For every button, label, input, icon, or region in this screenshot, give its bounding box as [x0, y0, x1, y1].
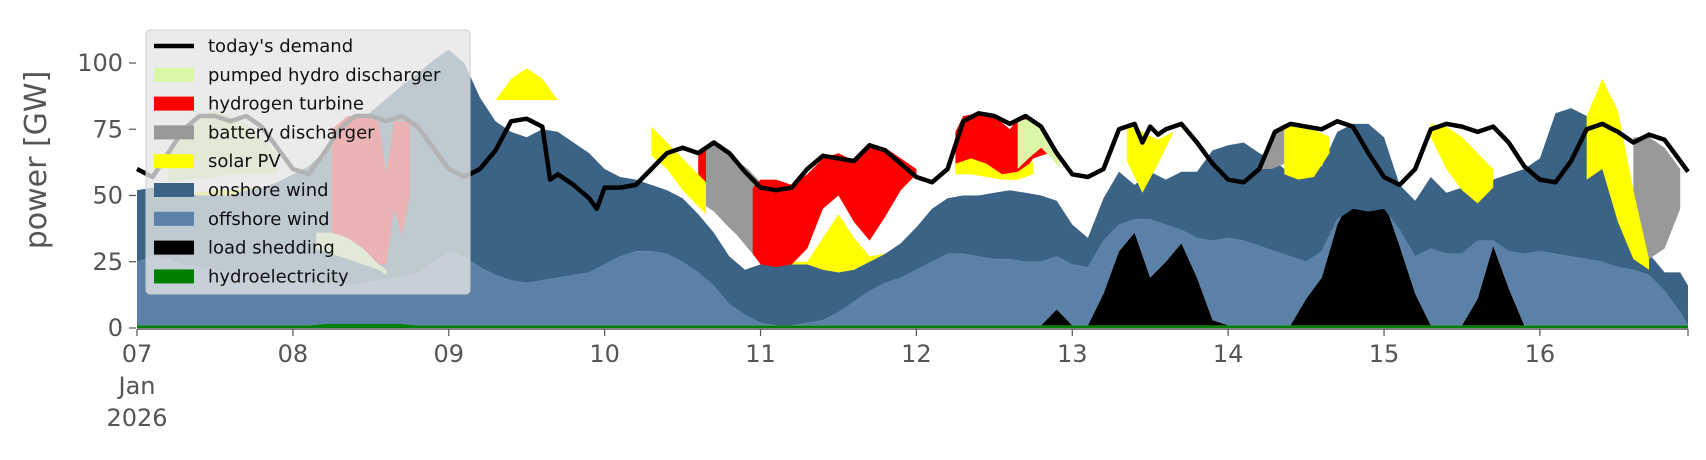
legend-label-onshore-wind: onshore wind	[208, 180, 329, 201]
band-hydrogen-turbine-2	[752, 145, 917, 268]
legend-swatch-solar-pv	[154, 154, 194, 169]
legend-swatch-hydroelectricity	[154, 269, 194, 284]
legend-label-pumped-hydro-discharger: pumped hydro discharger	[208, 65, 441, 86]
band-solar-pv-12	[1586, 78, 1649, 270]
legend-swatch-battery-discharger	[154, 125, 194, 140]
x-tick-label: 10	[589, 340, 620, 368]
area-offshore-wind	[137, 184, 1688, 326]
axes-layer: 0 25 50 75 100 07 08 09 10 11 12 13 14 15 16 Jan 2026	[77, 49, 1689, 432]
x-tick-label: 15	[1369, 340, 1400, 368]
area-onshore-wind	[137, 49, 1688, 326]
area-load-shedding	[137, 184, 1688, 326]
band-battery-discharger-13	[1633, 137, 1681, 260]
y-tick-label: 25	[92, 248, 123, 276]
legend-swatch-offshore-wind	[154, 211, 194, 226]
x-tick-label: 12	[901, 340, 932, 368]
band-pumped-hydro-discharger-5	[1017, 118, 1060, 169]
legend-label-offshore-wind: offshore wind	[208, 209, 330, 230]
x-tick-label: 07	[122, 340, 153, 368]
y-tick-label: 75	[92, 115, 123, 143]
legend-label-solar-pv: solar PV	[208, 151, 281, 172]
y-tick-label: 50	[92, 182, 123, 210]
x-tick-label: 09	[433, 340, 464, 368]
legend-label-load-shedding: load shedding	[208, 238, 335, 259]
band-solar-pv-4	[955, 158, 1034, 180]
band-solar-pv-7	[495, 68, 558, 101]
legend-label-battery-discharger: battery discharger	[208, 122, 375, 143]
x-tick-sublabel: 2026	[106, 404, 167, 432]
legend-swatch-load-shedding	[154, 240, 194, 255]
x-tick-sublabel: Jan	[117, 372, 156, 400]
x-tick-label: 11	[745, 340, 776, 368]
area-hydroelectricity	[137, 324, 1688, 328]
legend-label-hydrogen-turbine: hydrogen turbine	[208, 94, 364, 115]
legend-swatch-pumped-hydro-discharger	[154, 67, 194, 82]
y-tick-label: 0	[108, 314, 123, 342]
legend-label-today-s-demand: today's demand	[208, 36, 353, 57]
legend: today's demand pumped hydro discharger hyd…	[145, 29, 471, 295]
legend-box	[145, 29, 471, 295]
x-tick-label: 14	[1213, 340, 1244, 368]
band-solar-pv-10	[1284, 123, 1330, 180]
y-axis-label: power [GW]	[19, 71, 54, 250]
legend-swatch-hydrogen-turbine	[154, 96, 194, 111]
x-tick-label: 16	[1525, 340, 1556, 368]
y-tick-label: 100	[77, 49, 123, 77]
band-solar-pv-6	[651, 126, 706, 215]
band-solar-pv-8	[1126, 123, 1174, 193]
x-tick-label: 08	[278, 340, 309, 368]
x-tick-label: 13	[1057, 340, 1088, 368]
legend-label-hydroelectricity: hydroelectricity	[208, 266, 349, 287]
legend-swatch-onshore-wind	[154, 183, 194, 197]
band-solar-pv-11	[1430, 123, 1494, 204]
